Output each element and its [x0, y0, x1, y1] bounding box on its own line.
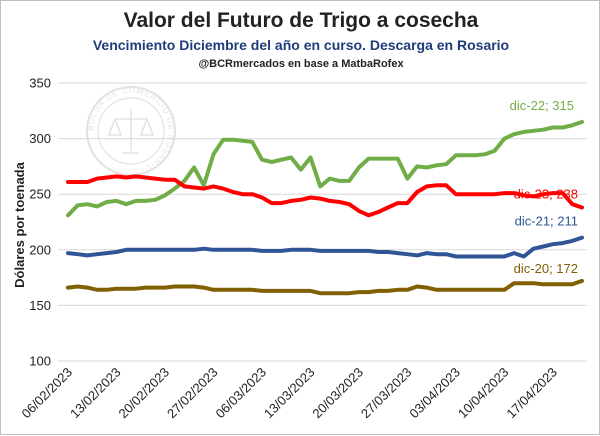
x-tick-label: 13/02/2023 [67, 365, 124, 422]
series-lines [66, 119, 584, 296]
series-line-dic-22 [66, 119, 584, 218]
series-end-labels: dic-22; 315 dic-23; 238 dic-21; 211 dic-20;… [510, 98, 578, 276]
chart-title: Valor del Futuro de Trigo a cosecha [124, 9, 479, 32]
x-tick-label: 10/04/2023 [455, 365, 512, 422]
x-tick-label: 13/03/2023 [261, 365, 318, 422]
chart-source: @BCRmercados en base a MatbaRofex [198, 58, 404, 70]
y-axis-label: Dólares por toenada [12, 161, 27, 287]
y-axis-ticks: 100 150 200 250 300 350 [29, 76, 51, 369]
x-tick-label: 27/03/2023 [358, 365, 415, 422]
gridlines [58, 82, 587, 362]
y-tick-label: 250 [29, 187, 51, 202]
x-tick-label: 06/02/2023 [18, 365, 75, 422]
y-tick-label: 100 [29, 354, 51, 369]
x-tick-label: 03/04/2023 [406, 365, 463, 422]
series-end-label-dic-23: dic-23; 238 [514, 187, 578, 202]
y-tick-label: 200 [29, 242, 51, 257]
x-axis-ticks: 06/02/202313/02/202320/02/202327/02/2023… [18, 365, 560, 422]
chart-subtitle: Vencimiento Diciembre del año en curso. … [93, 37, 509, 53]
series-line-dic-23 [66, 174, 584, 218]
x-tick-label: 17/04/2023 [503, 365, 560, 422]
x-tick-label: 06/03/2023 [212, 365, 269, 422]
series-end-label-dic-21: dic-21; 211 [515, 214, 578, 229]
y-tick-label: 300 [29, 131, 51, 146]
x-tick-label: 20/03/2023 [309, 365, 366, 422]
watermark-seal: BOLSA DE COMERCIO DE ROSARIO [86, 86, 176, 176]
x-tick-label: 20/02/2023 [115, 365, 172, 422]
y-tick-label: 350 [29, 76, 51, 91]
series-line-dic-21 [66, 235, 584, 259]
series-end-label-dic-22: dic-22; 315 [510, 98, 574, 113]
series-end-label-dic-20: dic-20; 172 [514, 261, 578, 276]
y-tick-label: 150 [29, 298, 51, 313]
x-tick-label: 27/02/2023 [164, 365, 221, 422]
series-line-dic-20 [66, 278, 584, 296]
